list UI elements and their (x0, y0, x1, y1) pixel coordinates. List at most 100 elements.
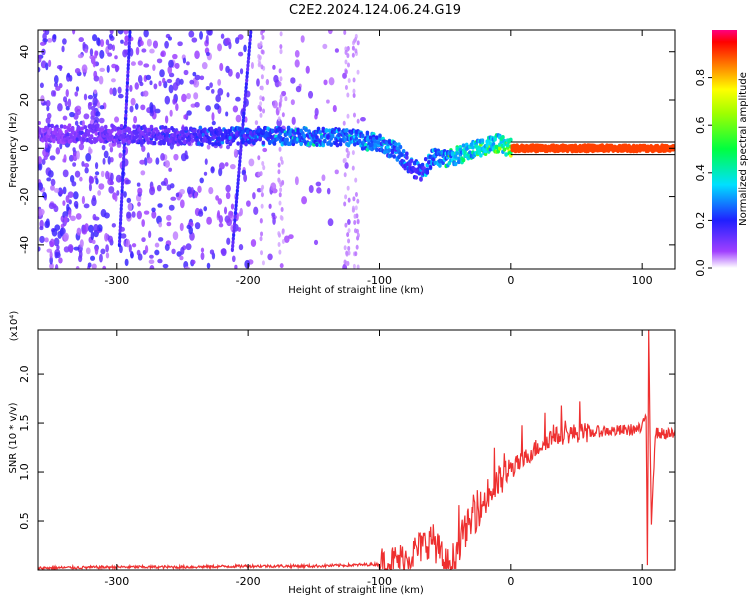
heatmap-cell (49, 251, 53, 259)
y-tick-label: -20 (18, 188, 31, 206)
heatmap-cell (175, 192, 180, 198)
heatmap-cell (59, 65, 63, 72)
heatmap-ridge-cell (457, 159, 461, 165)
heatmap-streak-cell (121, 159, 126, 165)
heatmap-ridge-cell (62, 124, 67, 130)
heatmap-ridge-cell (89, 134, 94, 139)
heatmap-cell (51, 228, 58, 237)
heatmap-streak-cell (120, 181, 125, 187)
heatmap-cell (334, 169, 339, 175)
heatmap-streak-cell (238, 158, 242, 164)
heatmap-ridge-cell (428, 164, 433, 170)
heatmap-cell (169, 183, 175, 189)
heatmap-cell (117, 86, 122, 94)
heatmap-cell (83, 93, 88, 101)
heatmap-cell (168, 204, 175, 211)
heatmap-cell (89, 176, 95, 184)
heatmap-cell (356, 232, 360, 238)
heatmap-cell (352, 93, 356, 99)
heatmap-ridge-cell (504, 152, 508, 157)
y-tick-label: -40 (18, 236, 31, 254)
heatmap-streak-cell (244, 85, 248, 91)
heatmap-cell (179, 222, 184, 232)
heatmap-streak-cell (234, 202, 238, 208)
heatmap-cell (262, 147, 268, 153)
heatmap-cell (346, 185, 350, 191)
heatmap-cell (217, 43, 222, 52)
heatmap-cell (201, 62, 208, 70)
heatmap-ridge-cell (408, 161, 412, 167)
heatmap-cell (72, 30, 76, 35)
heatmap-cell (294, 176, 299, 186)
heatmap-streak-cell (125, 87, 129, 93)
heatmap-cell (143, 63, 150, 68)
heatmap-cell (93, 89, 98, 95)
y-tick-label: 20 (18, 93, 31, 107)
heatmap-cell (229, 164, 236, 170)
heatmap-cell (111, 142, 117, 147)
heatmap-cell (154, 242, 160, 248)
heatmap-ridge-cell (272, 141, 277, 146)
heatmap-cell (148, 230, 152, 239)
heatmap-streak-cell (248, 33, 253, 39)
heatmap-cell (354, 251, 358, 257)
heatmap-cell (260, 231, 264, 237)
heatmap-streak-cell (118, 224, 122, 230)
heatmap-cell (259, 218, 263, 224)
heatmap-streak-cell (125, 83, 129, 89)
heatmap-cell (112, 87, 117, 97)
heatmap-ridge-cell (297, 134, 302, 140)
heatmap-cell (75, 86, 80, 92)
heatmap-streak-cell (128, 30, 132, 35)
heatmap-cell (226, 237, 231, 246)
heatmap-cell (347, 197, 351, 203)
heatmap-streak-cell (231, 236, 235, 242)
heatmap-ridge-cell (83, 125, 88, 130)
heatmap-ridge-cell (389, 153, 393, 158)
heatmap-streak-cell (232, 232, 236, 238)
heatmap-ridge-cell (420, 162, 425, 168)
heatmap-cell (277, 241, 281, 247)
heatmap-streak-cell (248, 40, 252, 46)
heatmap-cell (243, 173, 248, 183)
colorbar-tick-label: 0.0 (694, 259, 707, 277)
heatmap-cell (356, 40, 360, 46)
heatmap-ridge-cell (324, 128, 329, 133)
heatmap-cell (120, 39, 124, 44)
heatmap-cell (55, 85, 61, 91)
heatmap-cell (194, 50, 200, 60)
heatmap-cell (99, 67, 106, 73)
heatmap-cell (39, 219, 44, 229)
heatmap-cell (214, 103, 220, 110)
heatmap-cell (180, 246, 185, 255)
heatmap-streak-cell (247, 44, 252, 50)
heatmap-cell (259, 101, 263, 107)
heatmap-cell (133, 115, 138, 124)
heatmap-cell (344, 222, 348, 228)
heatmap-cell (61, 45, 65, 53)
heatmap-cell (79, 239, 84, 248)
heatmap-cell (265, 78, 270, 86)
heatmap-cell (347, 78, 351, 84)
heatmap-ridge-cell (176, 130, 181, 136)
heatmap-cell (149, 264, 155, 269)
heatmap-cell (38, 55, 42, 64)
heatmap-cell (328, 77, 335, 86)
heatmap-cell (149, 48, 155, 54)
heatmap-cell (261, 96, 265, 102)
heatmap-cell (355, 244, 359, 250)
heatmap-cell (109, 180, 114, 186)
heatmap-cell (356, 264, 360, 269)
heatmap-cell (47, 37, 53, 43)
heatmap-cell (166, 214, 172, 221)
heatmap-cell (209, 82, 213, 88)
heatmap-ridge-cell (51, 138, 56, 144)
heatmap-cell (102, 265, 107, 269)
heatmap-cell (308, 90, 314, 99)
heatmap-cell (280, 207, 284, 213)
heatmap-cell (62, 38, 67, 45)
heatmap-cell (351, 150, 355, 156)
heatmap-cell (164, 95, 171, 105)
heatmap-ridge-cell (390, 149, 395, 155)
heatmap-cell (199, 31, 203, 40)
